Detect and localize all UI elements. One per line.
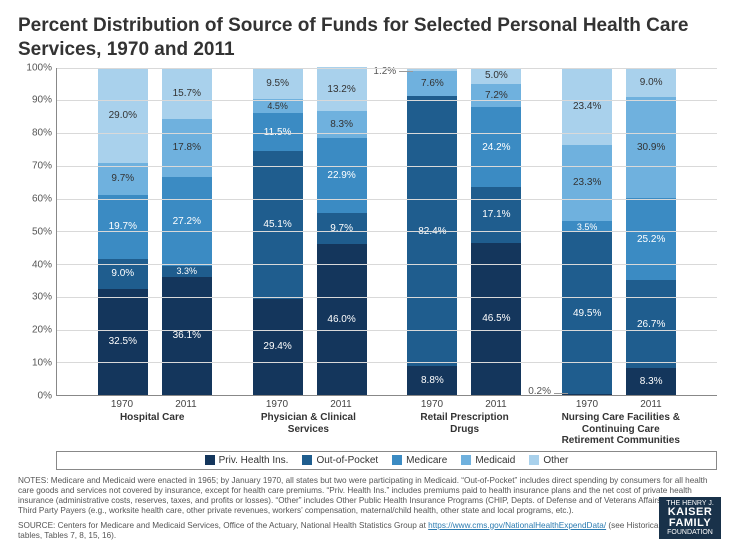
legend-label: Other [543, 455, 568, 466]
legend-item: Out-of-Pocket [302, 455, 378, 466]
bar-segment: 30.9% [626, 97, 676, 198]
bar-segment: 32.5% [98, 289, 148, 395]
notes-text: NOTES: Medicare and Medicaid were enacte… [18, 476, 717, 517]
kaiser-logo: THE HENRY J. KAISER FAMILY FOUNDATION [659, 497, 721, 539]
bar-segment: 17.1% [471, 187, 521, 243]
y-tick: 10% [32, 358, 52, 369]
y-tick: 50% [32, 226, 52, 237]
bar-segment: 9.5% [253, 68, 303, 99]
legend-item: Medicaid [461, 455, 515, 466]
legend-swatch [392, 455, 402, 465]
legend-swatch [302, 455, 312, 465]
y-tick: 40% [32, 259, 52, 270]
bar-segment: 8.8% [407, 366, 457, 395]
x-label-year: 2011 [471, 396, 521, 410]
bar-segment [562, 394, 612, 395]
y-tick: 100% [26, 62, 52, 73]
source-prefix: SOURCE: Centers for Medicare and Medicai… [18, 521, 428, 530]
bar-segment: 49.5% [562, 232, 612, 394]
callout-label: 0.2% [528, 386, 551, 397]
x-label-year: 2011 [161, 396, 211, 410]
x-label-year: 2011 [626, 396, 676, 410]
legend-label: Medicare [406, 455, 447, 466]
bar-segment: 26.7% [626, 280, 676, 367]
y-tick: 60% [32, 193, 52, 204]
legend: Priv. Health Ins. Out-of-Pocket Medicare Me… [56, 451, 717, 470]
legend-swatch [205, 455, 215, 465]
legend-item: Priv. Health Ins. [205, 455, 289, 466]
bar-segment: 23.3% [562, 145, 612, 221]
bar-segment: 29.0% [98, 68, 148, 163]
y-tick: 80% [32, 128, 52, 139]
legend-item: Other [529, 455, 568, 466]
category-label: Retail Prescription Drugs [405, 412, 525, 447]
bar-segment: 13.2% [317, 67, 367, 110]
logo-line4: FOUNDATION [667, 529, 713, 536]
source-link[interactable]: https://www.cms.gov/NationalHealthExpend… [428, 521, 606, 530]
bar-segment: 7.2% [471, 84, 521, 108]
logo-line3: FAMILY [669, 518, 711, 529]
bar-segment: 9.0% [626, 68, 676, 97]
x-label-year: 1970 [252, 396, 302, 410]
legend-label: Medicaid [475, 455, 515, 466]
bar-segment: 3.3% [162, 266, 212, 277]
y-tick: 30% [32, 292, 52, 303]
bar-segment: 17.8% [162, 119, 212, 177]
bar-segment: 9.7% [317, 213, 367, 245]
category-label: Physician & Clinical Services [248, 412, 368, 447]
x-label-year: 2011 [316, 396, 366, 410]
chart-title: Percent Distribution of Source of Funds … [18, 14, 717, 62]
legend-item: Medicare [392, 455, 447, 466]
legend-label: Out-of-Pocket [316, 455, 378, 466]
legend-swatch [461, 455, 471, 465]
x-axis-categories: Hospital Care Physician & Clinical Servic… [56, 410, 717, 447]
bar-segment: 7.6% [407, 71, 457, 96]
source-text: SOURCE: Centers for Medicare and Medicai… [18, 521, 717, 542]
x-label-year: 1970 [407, 396, 457, 410]
bar-segment: 8.3% [626, 368, 676, 395]
legend-swatch [529, 455, 539, 465]
y-tick: 20% [32, 325, 52, 336]
bar-segment: 5.0% [471, 68, 521, 84]
bar-segment: 15.7% [162, 68, 212, 119]
x-label-year: 1970 [97, 396, 147, 410]
bar-segment: 29.4% [253, 299, 303, 395]
bar-segment: 46.5% [471, 243, 521, 395]
y-axis: 0%10%20%30%40%50%60%70%80%90%100% [18, 68, 56, 397]
bar-segment: 24.2% [471, 107, 521, 186]
bar-segment: 36.1% [162, 277, 212, 395]
bar-segment: 19.7% [98, 195, 148, 260]
chart-area: 0%10%20%30%40%50%60%70%80%90%100% 32.5%9… [18, 68, 717, 397]
bar-segment: 25.2% [626, 198, 676, 280]
y-tick: 0% [38, 391, 52, 402]
legend-label: Priv. Health Ins. [219, 455, 289, 466]
x-axis-years: 1970 2011 1970 2011 1970 2011 1970 2011 [56, 396, 717, 410]
y-tick: 70% [32, 161, 52, 172]
bar-segment: 46.0% [317, 244, 367, 395]
category-label: Nursing Care Facilities & Continuing Car… [561, 412, 681, 447]
plot-area: 32.5%9.0%19.7%9.7%29.0%36.1%3.3%27.2%17.… [56, 68, 717, 397]
bar-segment: 45.1% [253, 151, 303, 299]
bar-segment: 22.9% [317, 138, 367, 213]
category-label: Hospital Care [92, 412, 212, 447]
bar-segment: 9.7% [98, 163, 148, 195]
bar-segment: 27.2% [162, 177, 212, 266]
y-tick: 90% [32, 95, 52, 106]
x-label-year: 1970 [562, 396, 612, 410]
